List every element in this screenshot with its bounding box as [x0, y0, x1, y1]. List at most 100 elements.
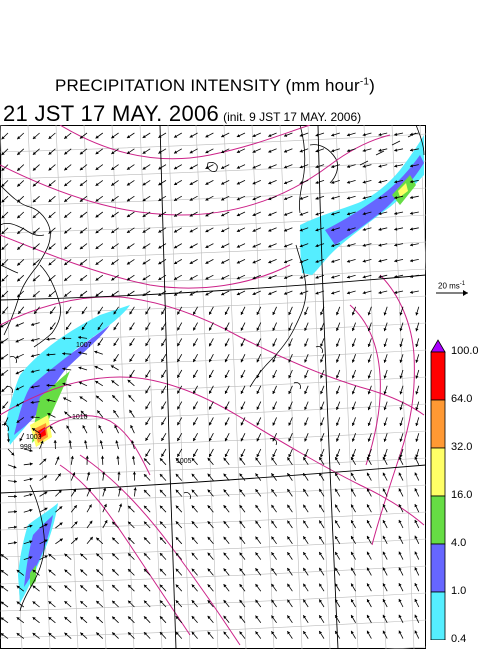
- wind-vector: [143, 600, 151, 608]
- wind-vector: [142, 148, 151, 155]
- wind-vector: [256, 354, 262, 363]
- wind-vector: [271, 567, 277, 576]
- wind-vector: [283, 259, 293, 264]
- wind-vector: [23, 448, 33, 453]
- wind-vector: [111, 211, 119, 218]
- wind-vector: [271, 536, 277, 545]
- wind-vector: [351, 322, 356, 332]
- wind-vector: [334, 535, 341, 545]
- wind-vector: [161, 353, 167, 363]
- wind-vector: [286, 583, 293, 592]
- wind-vector: [346, 195, 356, 200]
- wind-vector: [205, 290, 214, 296]
- wind-vector: [161, 369, 167, 378]
- wind-vector: [367, 322, 372, 332]
- wind-vector: [350, 614, 356, 624]
- wind-vector: [268, 132, 277, 137]
- wind-vector: [127, 552, 135, 560]
- wind-vector: [32, 243, 40, 250]
- wind-vector: [191, 536, 198, 545]
- wind-vector: [320, 338, 325, 347]
- colorbar-segment: [430, 591, 446, 640]
- wind-vector: [23, 508, 33, 513]
- wind-vector: [80, 410, 88, 418]
- wind-vector: [145, 306, 151, 315]
- wind-vector: [272, 338, 277, 347]
- wind-vector: [16, 243, 25, 251]
- wind-vector: [299, 274, 309, 279]
- wind-vector: [175, 457, 183, 466]
- wind-vector: [378, 259, 388, 263]
- wind-vector: [255, 583, 262, 592]
- wind-vector: [220, 164, 230, 169]
- wind-vector: [223, 599, 230, 608]
- wind-vector: [398, 535, 404, 544]
- wind-vector: [252, 164, 261, 169]
- wind-vector: [62, 367, 72, 371]
- isobar-east-loop-2: [349, 304, 381, 466]
- wind-vector: [32, 585, 40, 592]
- wind-vector: [39, 440, 44, 450]
- wind-vector: [79, 180, 88, 187]
- isobar-loop: [39, 415, 151, 476]
- wind-vector: [0, 353, 9, 360]
- isobar-north-2: [0, 134, 391, 216]
- wind-vector: [252, 290, 261, 296]
- wind-vector: [158, 227, 167, 233]
- wind-vector: [268, 274, 277, 280]
- wind-vector: [256, 433, 262, 442]
- wind-vector: [207, 599, 214, 608]
- wind-vector: [366, 598, 372, 608]
- wind-vector: [414, 598, 420, 608]
- wind-vector: [86, 536, 94, 545]
- wind-vector: [302, 599, 309, 608]
- isobar-label-group: 1007 1003 1010 1005 998: [20, 342, 192, 465]
- wind-vector: [362, 290, 372, 295]
- wind-vector: [286, 536, 293, 545]
- wind-vector: [240, 417, 246, 426]
- wind-vector: [95, 616, 104, 624]
- wind-vector: [161, 432, 167, 442]
- wind-vector: [334, 488, 341, 497]
- wind-vector: [286, 551, 293, 560]
- wind-vector: [272, 369, 277, 379]
- valid-time: 21 JST 17 MAY. 2006: [3, 101, 220, 126]
- wind-vector: [378, 164, 388, 168]
- wind-vector: [383, 354, 388, 363]
- wind-vector: [2, 306, 9, 315]
- wind-vector: [63, 211, 72, 219]
- wind-vector: [79, 211, 88, 218]
- wind-vector: [1, 148, 9, 156]
- wind-vector: [378, 211, 388, 216]
- wind-vector: [145, 432, 151, 442]
- wind-vector: [382, 535, 388, 544]
- coast-taiwan: [19, 484, 45, 612]
- wind-vector: [143, 521, 151, 529]
- wind-vector: [382, 504, 388, 513]
- wind-vector: [94, 350, 103, 355]
- wind-vector: [239, 504, 246, 513]
- wind-vector: [256, 401, 262, 410]
- wind-vector: [239, 457, 246, 466]
- wind-vector: [70, 472, 76, 481]
- wind-vector: [207, 552, 214, 560]
- wind-vector: [80, 600, 88, 608]
- wind-vector: [240, 433, 246, 442]
- wind-vector: [220, 132, 230, 138]
- title-exponent: -1: [359, 76, 370, 88]
- wind-vector: [205, 211, 214, 217]
- wind-vector: [318, 456, 325, 466]
- wind-vector: [145, 322, 151, 331]
- wind-vector: [33, 306, 40, 315]
- wind-vector: [288, 322, 293, 331]
- wind-vector: [414, 614, 420, 623]
- wind-vector: [335, 385, 341, 395]
- wind-vector: [351, 433, 356, 442]
- wind-vector: [30, 338, 40, 342]
- wind-vector: [299, 290, 309, 295]
- wind-vector: [70, 455, 74, 465]
- wind-vector: [111, 521, 119, 529]
- wind-vector: [271, 552, 277, 560]
- wind-vector: [223, 504, 230, 513]
